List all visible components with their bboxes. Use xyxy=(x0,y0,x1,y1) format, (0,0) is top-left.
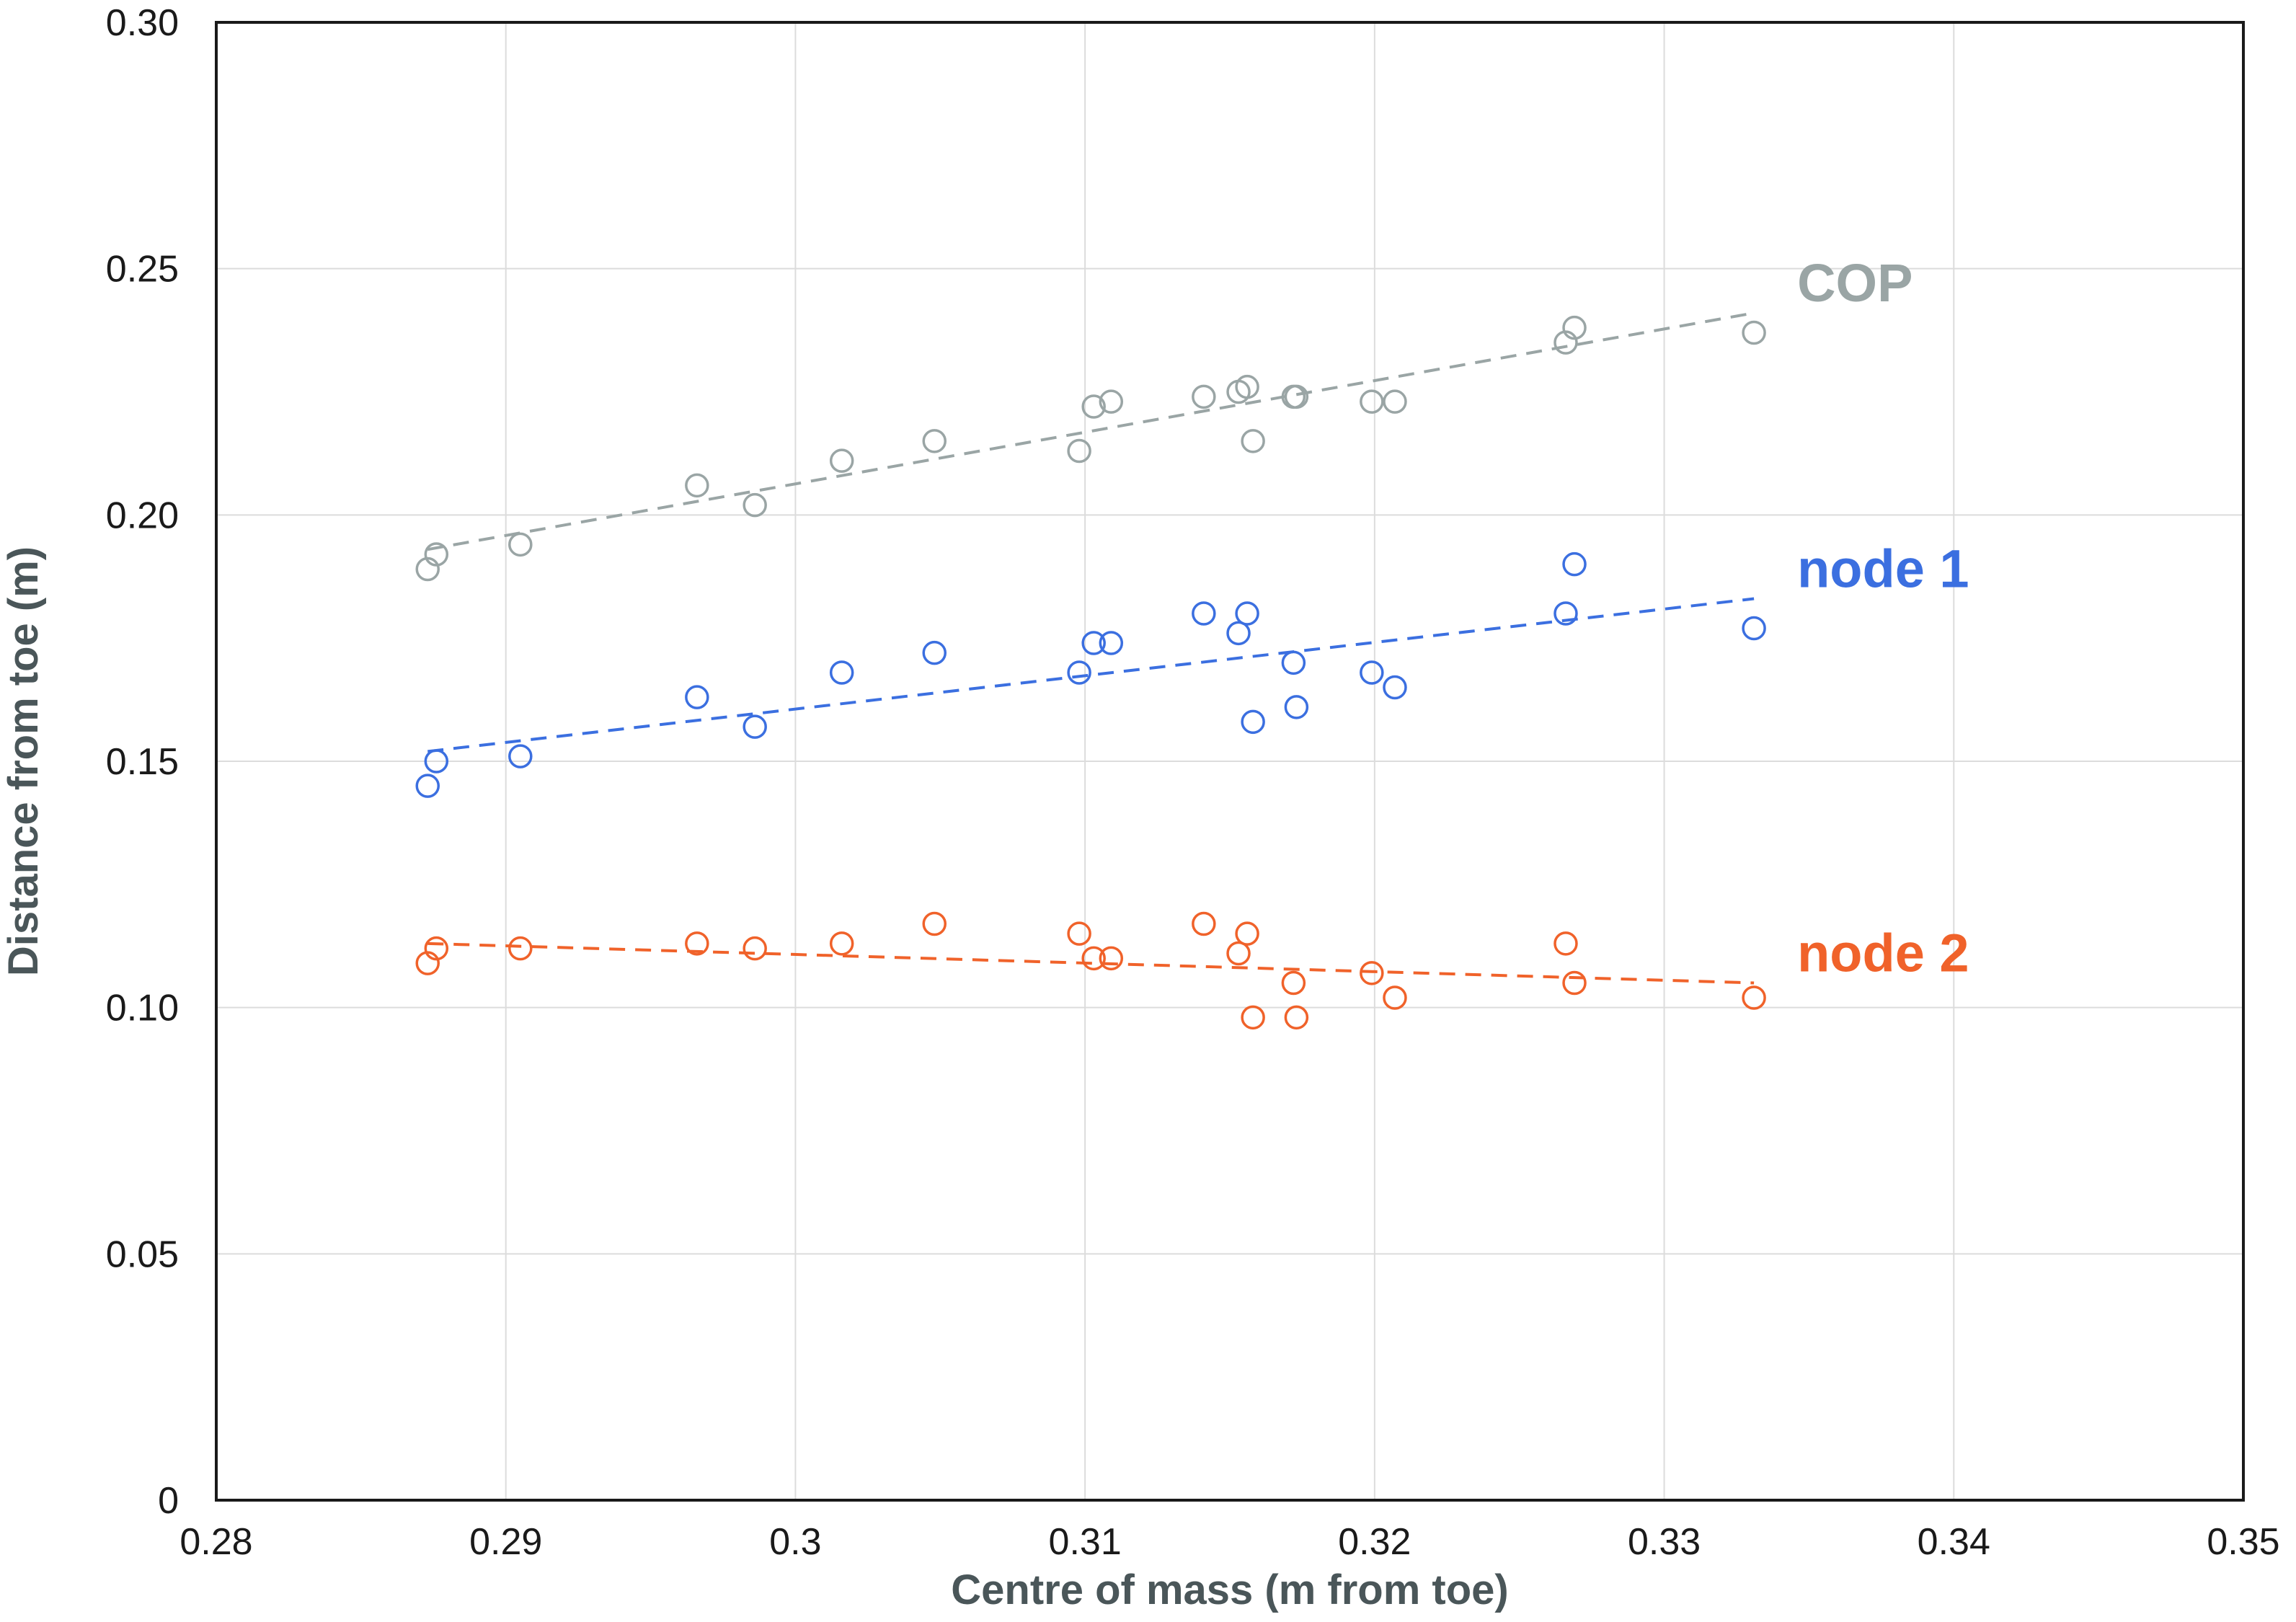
cop-data-point xyxy=(1192,384,1216,409)
cop-data-point xyxy=(1081,394,1106,419)
node-2-data-point xyxy=(424,936,449,961)
node-2-data-point xyxy=(685,931,709,956)
node-2-data-point xyxy=(829,931,854,956)
node-1-data-point xyxy=(1241,709,1265,735)
cop-data-point xyxy=(1562,315,1587,340)
node-2-data-point xyxy=(743,936,767,961)
node-1-data-point xyxy=(829,660,854,685)
node-1-data-point xyxy=(1235,601,1259,626)
node-1-series-label: node 1 xyxy=(1797,539,1969,599)
y-axis-ticks: 0 0.05 0.10 0.15 0.20 0.25 0.30 xyxy=(106,2,179,1522)
node-2-data-point xyxy=(1081,946,1106,971)
node-1-data-point xyxy=(1226,621,1251,646)
data-point-layer xyxy=(415,315,1766,1030)
series-labels: COP node 1 node 2 xyxy=(1797,253,1969,983)
cop-data-point xyxy=(1241,429,1265,453)
node-1-data-point xyxy=(1192,601,1216,626)
node-2-data-point xyxy=(415,951,440,975)
node-2-data-point xyxy=(1192,911,1216,936)
node-2-data-point xyxy=(1562,970,1587,996)
cop-trendline xyxy=(427,311,1755,551)
node-1-data-point xyxy=(508,744,533,768)
cop-data-point xyxy=(1553,330,1578,355)
cop-series-label: COP xyxy=(1797,253,1912,313)
node-2-data-point xyxy=(1360,961,1384,985)
node-2-data-point xyxy=(1241,1005,1265,1030)
node-1-data-point xyxy=(1553,601,1578,626)
node-2-data-point xyxy=(1742,985,1766,1010)
node-1-data-point xyxy=(424,749,449,774)
y-axis-title: Distance from toe (m) xyxy=(0,546,47,976)
cop-data-point xyxy=(922,429,947,453)
node-1-trendline xyxy=(427,597,1755,753)
cop-data-point xyxy=(424,542,449,567)
node-1-data-point xyxy=(1284,695,1309,719)
node-2-trendline xyxy=(427,941,1755,985)
cop-data-point xyxy=(1360,389,1384,414)
x-tick-label: 0.28 xyxy=(179,1521,252,1563)
cop-data-point xyxy=(415,557,440,582)
x-tick-label: 0.29 xyxy=(469,1521,542,1563)
node-1-data-point xyxy=(415,774,440,798)
node-1-data-point xyxy=(922,640,947,665)
node-2-data-point xyxy=(1226,941,1251,966)
cop-data-point xyxy=(1099,389,1124,414)
y-tick-label: 0.20 xyxy=(106,495,179,536)
x-axis-ticks: 0.28 0.29 0.3 0.31 0.32 0.33 0.34 0.35 xyxy=(179,1521,2279,1563)
plot-area-frame xyxy=(215,21,2245,1502)
cop-data-point xyxy=(829,448,854,473)
y-tick-label: 0.10 xyxy=(106,988,179,1029)
node-2-data-point xyxy=(1553,931,1578,956)
node-1-data-point xyxy=(1360,660,1384,685)
node-2-data-point xyxy=(508,936,533,961)
cop-data-point xyxy=(1383,389,1407,414)
node-1-data-point xyxy=(1281,650,1306,675)
node-1-data-point xyxy=(1383,675,1407,700)
node-2-data-point xyxy=(1235,921,1259,946)
node-2-data-point xyxy=(1284,1005,1309,1030)
node-2-data-point xyxy=(1099,946,1124,971)
node-1-data-point xyxy=(1742,616,1766,641)
node-2-data-point xyxy=(922,911,947,936)
cop-data-point xyxy=(685,473,709,498)
y-tick-label: 0.05 xyxy=(106,1233,179,1275)
x-tick-label: 0.32 xyxy=(1338,1521,1411,1563)
x-tick-label: 0.34 xyxy=(1918,1521,1990,1563)
y-tick-label: 0.30 xyxy=(106,2,179,44)
cop-data-point xyxy=(1067,438,1091,464)
node-1-data-point xyxy=(1067,660,1091,685)
node-2-series-label: node 2 xyxy=(1797,923,1969,983)
cop-data-point xyxy=(743,492,767,518)
x-tick-label: 0.3 xyxy=(769,1521,821,1563)
node-1-data-point xyxy=(685,685,709,709)
node-1-data-point xyxy=(1081,631,1106,655)
y-tick-label: 0.25 xyxy=(106,249,179,291)
node-1-data-point xyxy=(1099,631,1124,655)
node-1-data-point xyxy=(1562,551,1587,577)
x-tick-label: 0.35 xyxy=(2207,1521,2279,1563)
cop-data-point xyxy=(508,532,533,557)
cop-data-point xyxy=(1235,374,1259,399)
cop-data-point xyxy=(1284,384,1309,409)
x-tick-label: 0.33 xyxy=(1628,1521,1701,1563)
y-tick-label: 0 xyxy=(158,1480,179,1522)
node-1-data-point xyxy=(743,714,767,739)
node-2-data-point xyxy=(1281,970,1306,996)
y-tick-label: 0.15 xyxy=(106,741,179,783)
x-axis-title: Centre of mass (m from toe) xyxy=(951,1566,1508,1613)
node-2-data-point xyxy=(1067,921,1091,946)
x-tick-label: 0.31 xyxy=(1049,1521,1122,1563)
grid-layer xyxy=(216,22,2243,1500)
node-2-data-point xyxy=(1383,985,1407,1010)
trendline-layer xyxy=(427,311,1755,985)
cop-data-point xyxy=(1742,320,1766,345)
